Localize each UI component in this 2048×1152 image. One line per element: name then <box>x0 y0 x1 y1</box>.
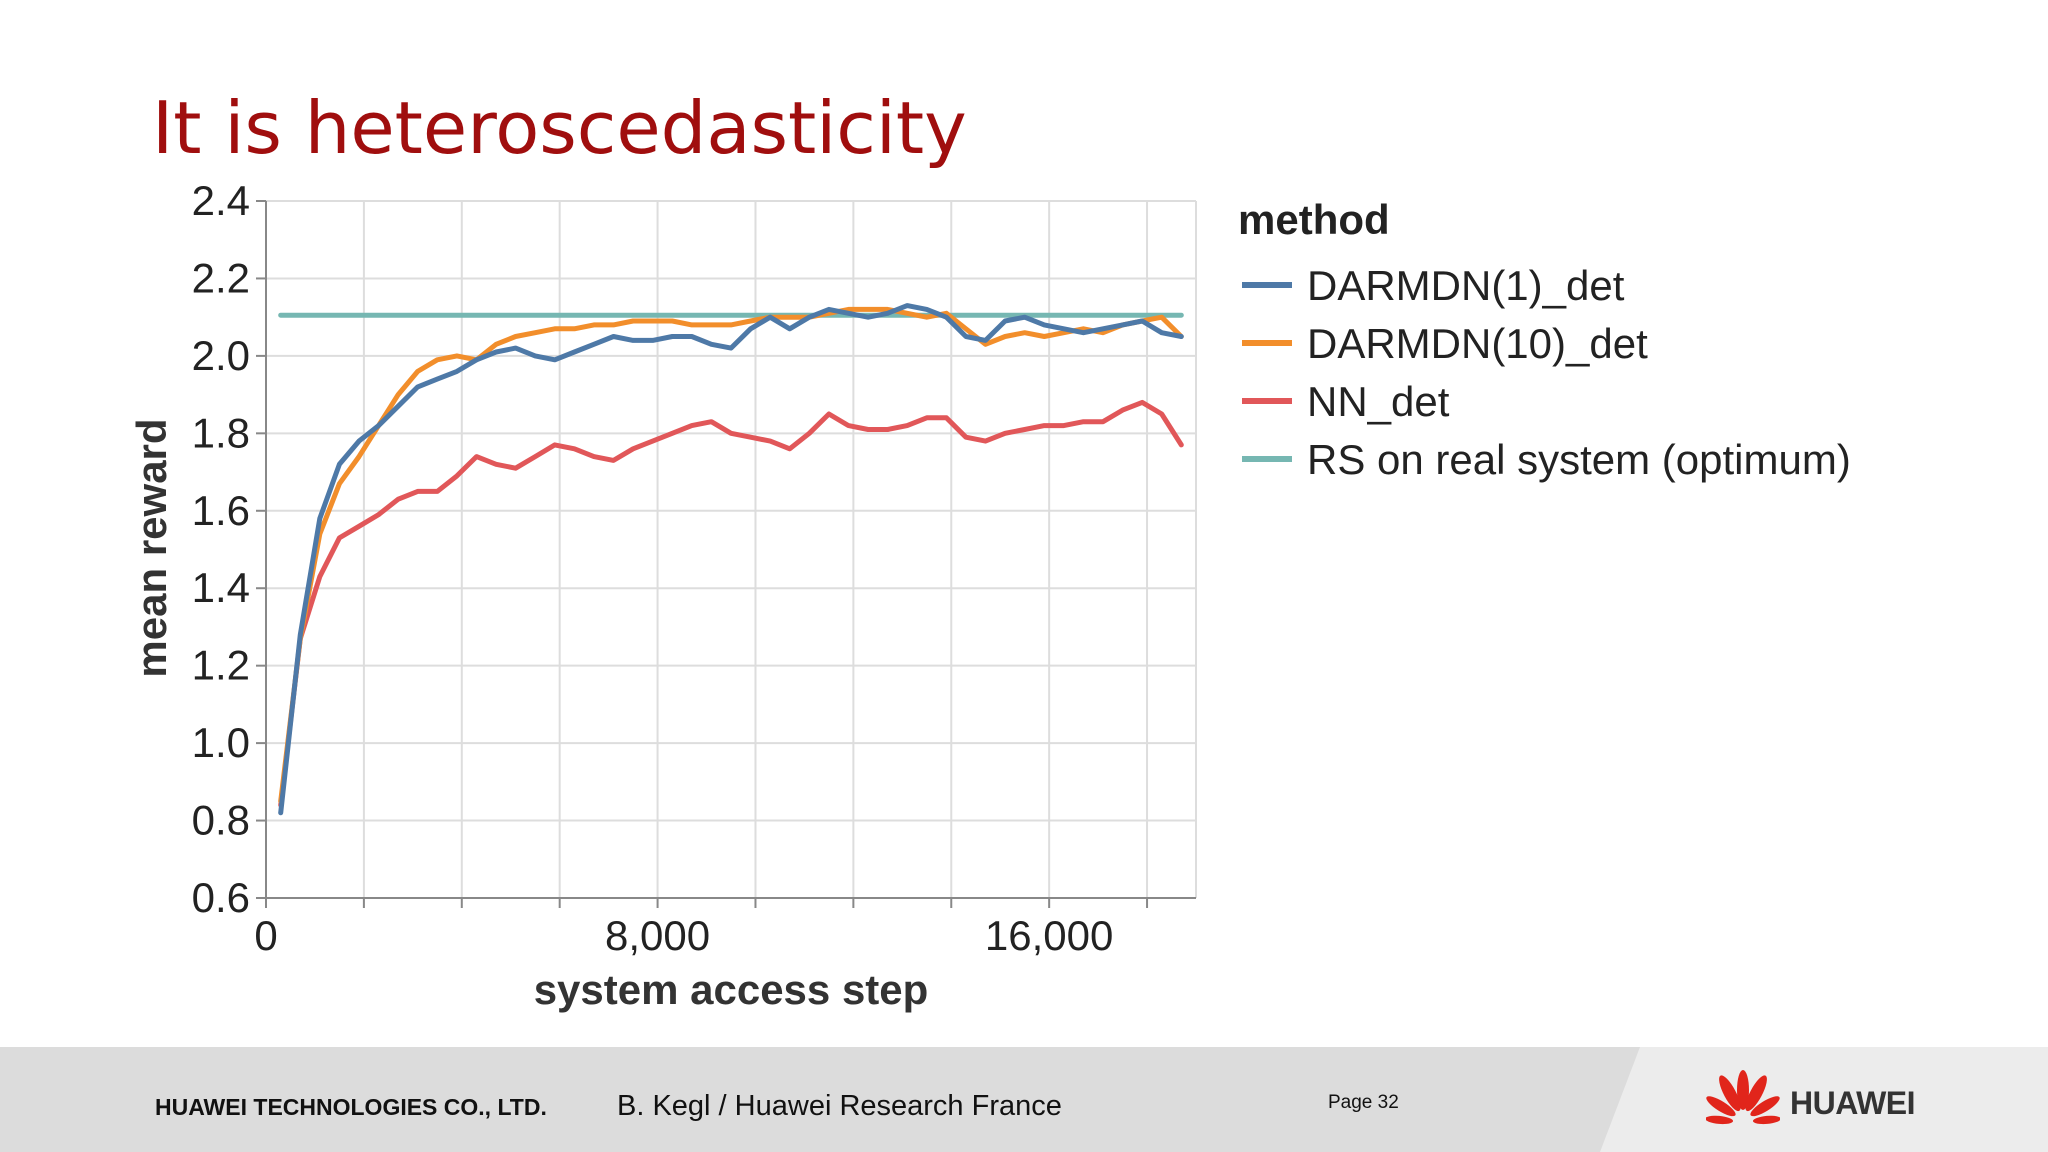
legend-label-nn-det: NN_det <box>1307 378 1450 425</box>
y-tick-label: 0.6 <box>192 874 250 921</box>
y-tick-label: 2.4 <box>192 177 250 224</box>
footer-author: B. Kegl / Huawei Research France <box>617 1090 1062 1122</box>
y-tick-label: 1.8 <box>192 409 250 456</box>
y-tick-label: 1.0 <box>192 719 250 766</box>
x-tick-label: 8,000 <box>605 912 710 959</box>
y-axis-label: mean reward <box>128 418 175 677</box>
y-tick-label: 1.4 <box>192 564 250 611</box>
y-tick-label: 0.8 <box>192 797 250 844</box>
page-number: Page 32 <box>1328 1092 1399 1113</box>
y-tick-label: 2.0 <box>192 332 250 379</box>
x-axis-label: system access step <box>534 966 929 1013</box>
legend-title: method <box>1238 196 1390 243</box>
legend-label-darmdn-1-det: DARMDN(1)_det <box>1307 262 1625 309</box>
slide-title: It is heteroscedasticity <box>152 86 967 170</box>
huawei-logo-text: HUAWEI <box>1790 1085 1916 1121</box>
chart-legend: DARMDN(1)_det DARMDN(10)_det NN_det RS on r… <box>1242 262 1851 483</box>
y-tick-label: 2.2 <box>192 254 250 301</box>
x-tick-label: 16,000 <box>985 912 1113 959</box>
series-line-darmdn-1-det <box>278 303 1184 816</box>
legend-label-rs-on-real-system-optimum: RS on real system (optimum) <box>1307 436 1851 483</box>
footer-logo-panel <box>1600 1047 2048 1152</box>
plot-area <box>266 201 1196 898</box>
y-tick-label: 1.6 <box>192 487 250 534</box>
chart-axes: 0.6 0.8 1.0 1.2 1.4 1.6 1.8 2.0 2.2 2.4 0 8,000 16,0… <box>192 177 1196 959</box>
y-tick-label: 1.2 <box>192 642 250 689</box>
series-line-nn-det <box>278 399 1184 808</box>
footer-company: HUAWEI TECHNOLOGIES CO., LTD. <box>155 1094 547 1120</box>
chart-series <box>278 303 1184 816</box>
huawei-flower-icon <box>1706 1070 1780 1125</box>
chart-grid <box>265 200 1197 899</box>
mean-reward-chart: 0.6 0.8 1.0 1.2 1.4 1.6 1.8 2.0 2.2 2.4 0 8,000 16,0… <box>128 177 1851 1013</box>
series-line-darmdn-10-det <box>278 306 1184 804</box>
legend-label-darmdn-10-det: DARMDN(10)_det <box>1307 320 1648 367</box>
x-tick-label: 0 <box>254 912 277 959</box>
